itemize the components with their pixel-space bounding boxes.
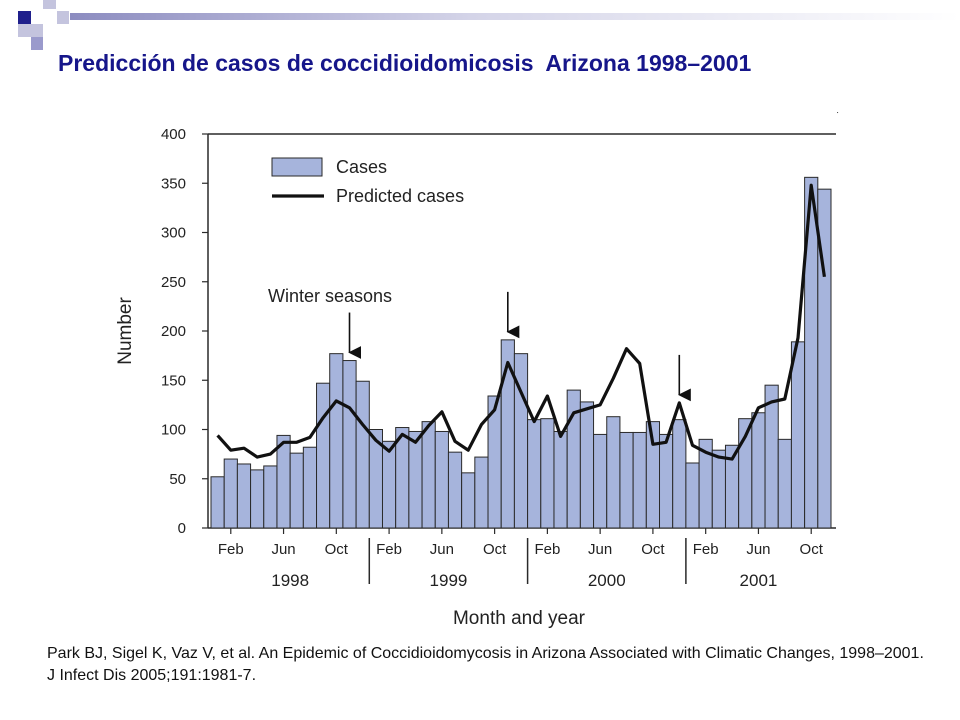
bar-cases (434, 430, 449, 529)
bar-cases (250, 469, 265, 529)
bar-cases (619, 431, 634, 529)
y-tick-label: 250 (161, 274, 186, 291)
header-square (57, 11, 69, 24)
year-label: 2000 (588, 571, 626, 590)
bar-cases (777, 438, 792, 529)
bar-cases (223, 458, 238, 529)
x-tick-label: Oct (800, 541, 824, 558)
header-square (18, 11, 31, 24)
x-tick-label: Feb (218, 541, 244, 558)
bar-cases (711, 449, 726, 529)
bar-cases (553, 430, 568, 529)
y-tick-label: 300 (161, 225, 186, 242)
bar-cases (606, 416, 621, 529)
y-axis-label: Number (115, 297, 136, 365)
header-square (43, 0, 56, 9)
header-square (31, 37, 43, 50)
x-tick-label: Feb (693, 541, 719, 558)
bar-cases (540, 418, 555, 529)
y-tick-label: 350 (161, 175, 186, 192)
y-tick-label: 0 (178, 520, 186, 537)
header-square (31, 24, 43, 37)
bar-cases (593, 433, 608, 529)
x-tick-label: Oct (325, 541, 349, 558)
bar-cases (579, 401, 595, 529)
citation: Park BJ, Sigel K, Vaz V, et al. An Epide… (47, 645, 924, 684)
bar-cases (408, 430, 423, 529)
bar-cases (461, 472, 476, 529)
header-decoration (18, 0, 960, 50)
bar-cases (210, 476, 225, 529)
bar-cases (289, 452, 304, 529)
bar-cases (329, 353, 344, 529)
bar-cases (236, 463, 252, 529)
bar-cases (817, 188, 832, 529)
bar-cases (632, 431, 647, 529)
y-tick-label: 100 (161, 422, 186, 439)
bar-cases (447, 451, 463, 529)
bar-cases (381, 440, 397, 529)
x-tick-label: Feb (376, 541, 402, 558)
x-tick-label: Feb (534, 541, 560, 558)
year-label: 1999 (430, 571, 468, 590)
y-tick-label: 50 (169, 471, 186, 488)
line-predicted-cases (216, 183, 826, 461)
legend-label-predicted: Predicted cases (336, 186, 464, 206)
chart: 0 50 100 150 200 250 300 350 400 Number Feb Jun Oct F… (115, 126, 836, 629)
bar-cases (342, 360, 357, 529)
y-tick-label: 150 (161, 372, 186, 389)
year-label: 1998 (271, 571, 309, 590)
header-gradient-band (70, 13, 960, 20)
bar-cases (527, 419, 542, 529)
x-tick-label: Oct (483, 541, 507, 558)
x-axis-label: Month and year (453, 608, 586, 629)
bar-cases (316, 382, 331, 529)
x-tick-label: Jun (271, 541, 295, 558)
bar-cases (790, 341, 806, 529)
y-tick-label: 200 (161, 323, 186, 340)
bar-cases (672, 419, 687, 529)
bar-cases (659, 433, 674, 529)
bar-cases (474, 456, 489, 529)
y-tick-label: 400 (161, 126, 186, 143)
x-tick-label: Oct (641, 541, 665, 558)
bar-cases (263, 465, 278, 529)
legend-swatch-cases (271, 157, 323, 177)
bar-cases (421, 421, 436, 529)
bar-cases (355, 380, 370, 529)
bar-cases (685, 462, 700, 529)
x-tick-label: Jun (430, 541, 454, 558)
legend-label-cases: Cases (336, 157, 387, 177)
annotation-winter-seasons: Winter seasons (268, 286, 392, 306)
bar-cases (302, 446, 318, 529)
year-label: 2001 (740, 571, 778, 590)
x-tick-label: Jun (746, 541, 770, 558)
bar-cases (764, 384, 779, 529)
bar-cases (276, 434, 291, 529)
header-square (18, 24, 31, 37)
x-tick-label: Jun (588, 541, 612, 558)
bar-cases (751, 412, 766, 529)
slide-title: Predicción de casos de coccidioidomicosi… (58, 50, 752, 76)
